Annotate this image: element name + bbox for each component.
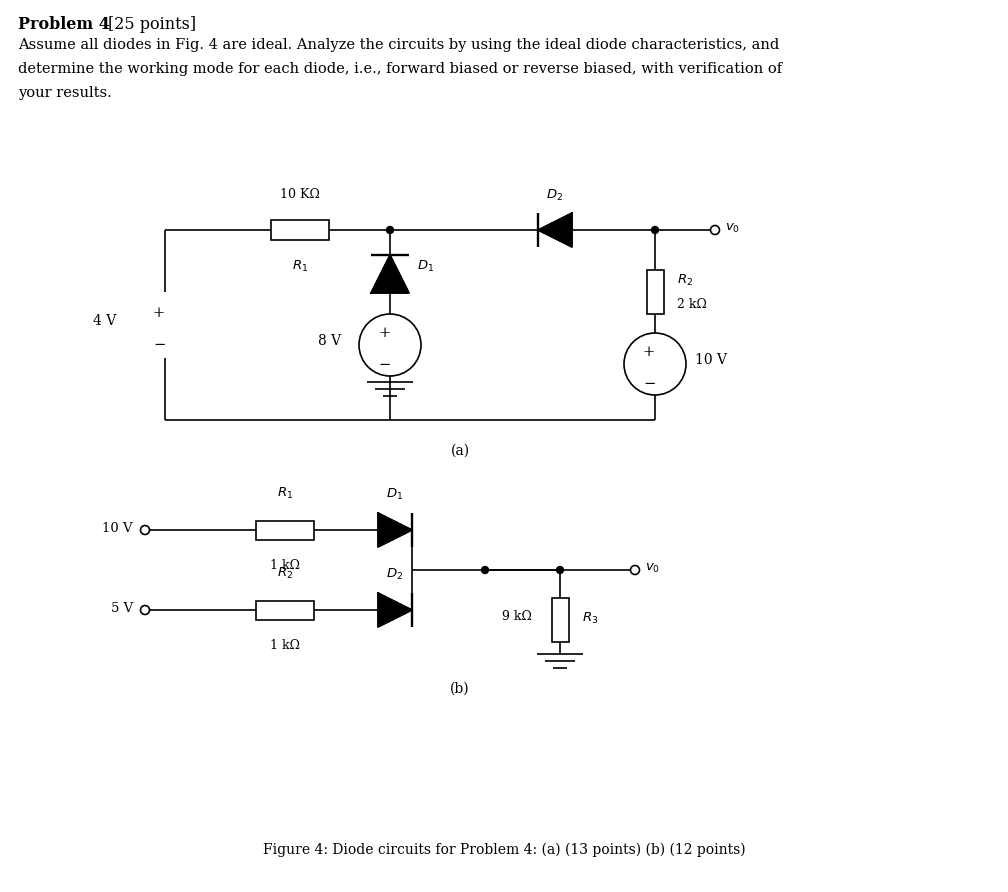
Text: $R_2$: $R_2$ — [277, 566, 293, 581]
Circle shape — [630, 566, 639, 574]
Circle shape — [556, 566, 563, 574]
Text: Assume all diodes in Fig. 4 are ideal. Analyze the circuits by using the ideal d: Assume all diodes in Fig. 4 are ideal. A… — [18, 38, 779, 52]
Text: $v_0$: $v_0$ — [725, 221, 740, 235]
Text: determine the working mode for each diode, i.e., forward biased or reverse biase: determine the working mode for each diod… — [18, 62, 782, 76]
Bar — [646, 270, 663, 314]
Text: 2 kΩ: 2 kΩ — [677, 298, 707, 310]
Bar — [551, 598, 569, 642]
Text: $R_2$: $R_2$ — [677, 272, 694, 287]
Text: 10 V: 10 V — [103, 522, 133, 534]
Text: $v_0$: $v_0$ — [645, 561, 660, 574]
Polygon shape — [538, 213, 572, 247]
Polygon shape — [371, 255, 409, 293]
Text: Problem 4: Problem 4 — [18, 16, 110, 33]
Text: (a): (a) — [451, 444, 470, 458]
Circle shape — [140, 606, 149, 615]
Text: $D_1$: $D_1$ — [417, 259, 434, 274]
Circle shape — [624, 333, 686, 395]
Text: $-$: $-$ — [153, 336, 165, 350]
Text: 10 KΩ: 10 KΩ — [280, 188, 320, 201]
Text: [25 points]: [25 points] — [108, 16, 197, 33]
Text: 1 kΩ: 1 kΩ — [270, 639, 300, 652]
Circle shape — [386, 227, 393, 234]
Text: your results.: your results. — [18, 86, 112, 100]
Text: +: + — [378, 326, 390, 340]
Circle shape — [711, 226, 720, 235]
Text: Figure 4: Diode circuits for Problem 4: (a) (13 points) (b) (12 points): Figure 4: Diode circuits for Problem 4: … — [263, 843, 745, 857]
Text: $D_2$: $D_2$ — [386, 567, 403, 582]
Text: 10 V: 10 V — [695, 353, 727, 367]
Bar — [256, 600, 314, 620]
Text: +: + — [153, 306, 165, 320]
Text: (b): (b) — [451, 682, 470, 696]
Text: $-$: $-$ — [643, 375, 656, 389]
Bar — [256, 521, 314, 540]
Text: $R_3$: $R_3$ — [582, 610, 599, 625]
Text: 5 V: 5 V — [111, 601, 133, 615]
Text: 4 V: 4 V — [93, 314, 116, 328]
Polygon shape — [378, 513, 412, 547]
Text: +: + — [643, 345, 655, 359]
Text: $R_1$: $R_1$ — [292, 259, 308, 274]
Circle shape — [140, 525, 149, 534]
Text: 8 V: 8 V — [318, 334, 341, 348]
Polygon shape — [378, 593, 412, 627]
Text: $D_2$: $D_2$ — [546, 188, 563, 203]
Circle shape — [359, 314, 421, 376]
Text: 1 kΩ: 1 kΩ — [270, 559, 300, 572]
Text: $-$: $-$ — [378, 356, 391, 370]
Text: $D_1$: $D_1$ — [386, 487, 403, 502]
Circle shape — [651, 227, 658, 234]
Circle shape — [482, 566, 489, 574]
Text: $R_1$: $R_1$ — [277, 486, 293, 501]
Text: 9 kΩ: 9 kΩ — [502, 609, 532, 623]
Bar — [271, 220, 329, 239]
